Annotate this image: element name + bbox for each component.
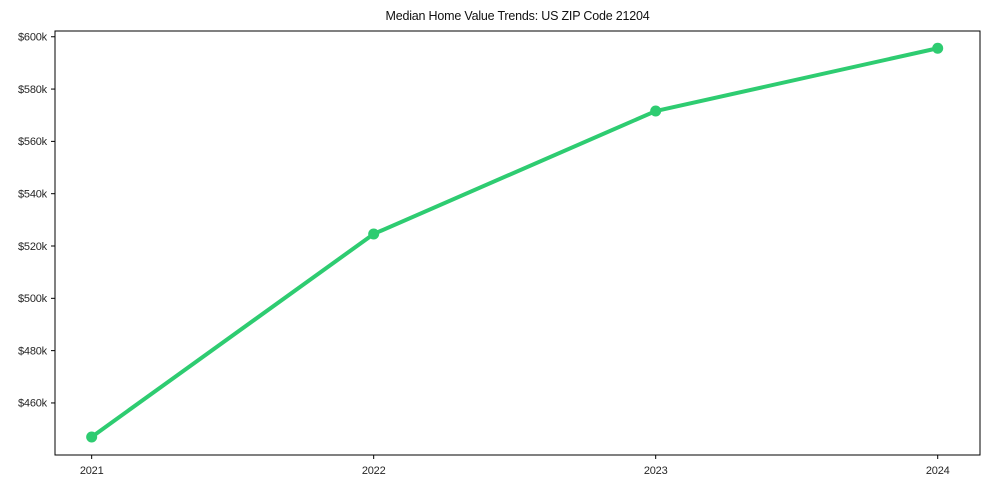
y-axis-tick-label: $480k (18, 345, 48, 357)
y-axis-tick-label: $580k (18, 84, 48, 96)
y-axis-tick-label: $500k (18, 293, 48, 305)
plot-area: $460k $480k $500k $520k $540k $560k $580k $600k… (18, 30, 981, 477)
y-axis-tick-label: $520k (18, 241, 48, 253)
y-axis-tick-label: $460k (18, 398, 48, 410)
x-axis-tick-label: 2021 (80, 465, 104, 477)
y-axis-tick-label: $560k (18, 136, 48, 148)
data-point-marker (86, 431, 98, 443)
y-axis-tick-label: $540k (18, 188, 48, 200)
y-axis-tick-label: $600k (18, 32, 48, 44)
chart-title: Median Home Value Trends: US ZIP Code 21… (385, 9, 649, 23)
data-point-marker (650, 105, 662, 117)
plot-border (54, 30, 981, 456)
x-axis-tick-label: 2024 (926, 465, 950, 477)
x-axis-tick-label: 2023 (644, 465, 668, 477)
trend-line (89, 46, 940, 439)
data-point-marker (932, 42, 944, 54)
x-axis-tick-label: 2022 (362, 465, 386, 477)
data-point-marker (368, 228, 380, 240)
